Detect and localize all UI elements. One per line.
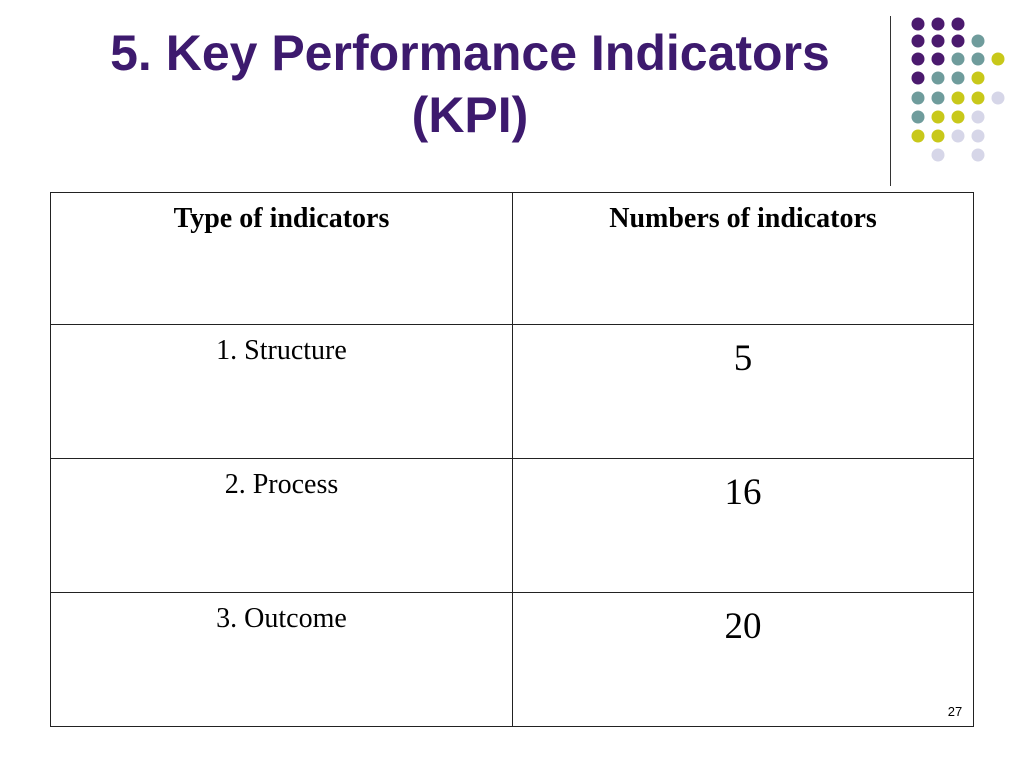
indicator-count-cell: 20 <box>512 592 974 727</box>
table-header-row: Type of indicators Numbers of indicators <box>50 192 974 325</box>
decorative-dot <box>931 148 945 162</box>
decorative-dot <box>951 91 965 105</box>
decorative-dot <box>971 129 985 143</box>
table-row: 2. Process 16 <box>50 458 974 593</box>
table-row: 1. Structure 5 <box>50 324 974 459</box>
decorative-dot <box>911 17 925 31</box>
indicator-type-cell: 1. Structure <box>50 324 513 459</box>
decorative-dot <box>911 110 925 124</box>
decorative-dot <box>951 110 965 124</box>
decorative-dot <box>951 71 965 85</box>
slide-title: 5. Key Performance Indicators (KPI) <box>30 22 910 146</box>
decorative-dot <box>971 110 985 124</box>
decorative-dot <box>911 129 925 143</box>
decorative-dot <box>971 52 985 66</box>
page-number: 27 <box>947 704 963 719</box>
decorative-dot <box>951 129 965 143</box>
decorative-dot <box>931 129 945 143</box>
header-numbers-of-indicators: Numbers of indicators <box>512 192 974 325</box>
decorative-dot <box>911 52 925 66</box>
decorative-dot <box>991 91 1005 105</box>
decorative-dot <box>911 91 925 105</box>
slide-title-line-1: 5. Key Performance Indicators <box>110 25 830 81</box>
table-row: 3. Outcome 20 <box>50 592 974 727</box>
decorative-dot <box>951 52 965 66</box>
decorative-dot <box>971 34 985 48</box>
decorative-dot <box>931 91 945 105</box>
decorative-dot <box>971 148 985 162</box>
indicator-count-cell: 16 <box>512 458 974 593</box>
decorative-dot <box>931 17 945 31</box>
indicator-type-cell: 3. Outcome <box>50 592 513 727</box>
header-type-of-indicators: Type of indicators <box>50 192 513 325</box>
decorative-dot <box>931 71 945 85</box>
decorative-dot <box>911 71 925 85</box>
decorative-dot <box>931 52 945 66</box>
decorative-dot <box>991 52 1005 66</box>
decorative-dot <box>951 34 965 48</box>
decorative-dot <box>971 71 985 85</box>
slide-title-line-2: (KPI) <box>411 87 529 143</box>
decorative-dot <box>931 110 945 124</box>
decorative-dot <box>951 17 965 31</box>
kpi-table: Type of indicators Numbers of indicators… <box>50 192 974 727</box>
indicator-count-cell: 5 <box>512 324 974 459</box>
decorative-dot <box>971 91 985 105</box>
decorative-divider-line <box>890 16 891 186</box>
decorative-dot <box>931 34 945 48</box>
decorative-dot <box>911 34 925 48</box>
indicator-type-cell: 2. Process <box>50 458 513 593</box>
